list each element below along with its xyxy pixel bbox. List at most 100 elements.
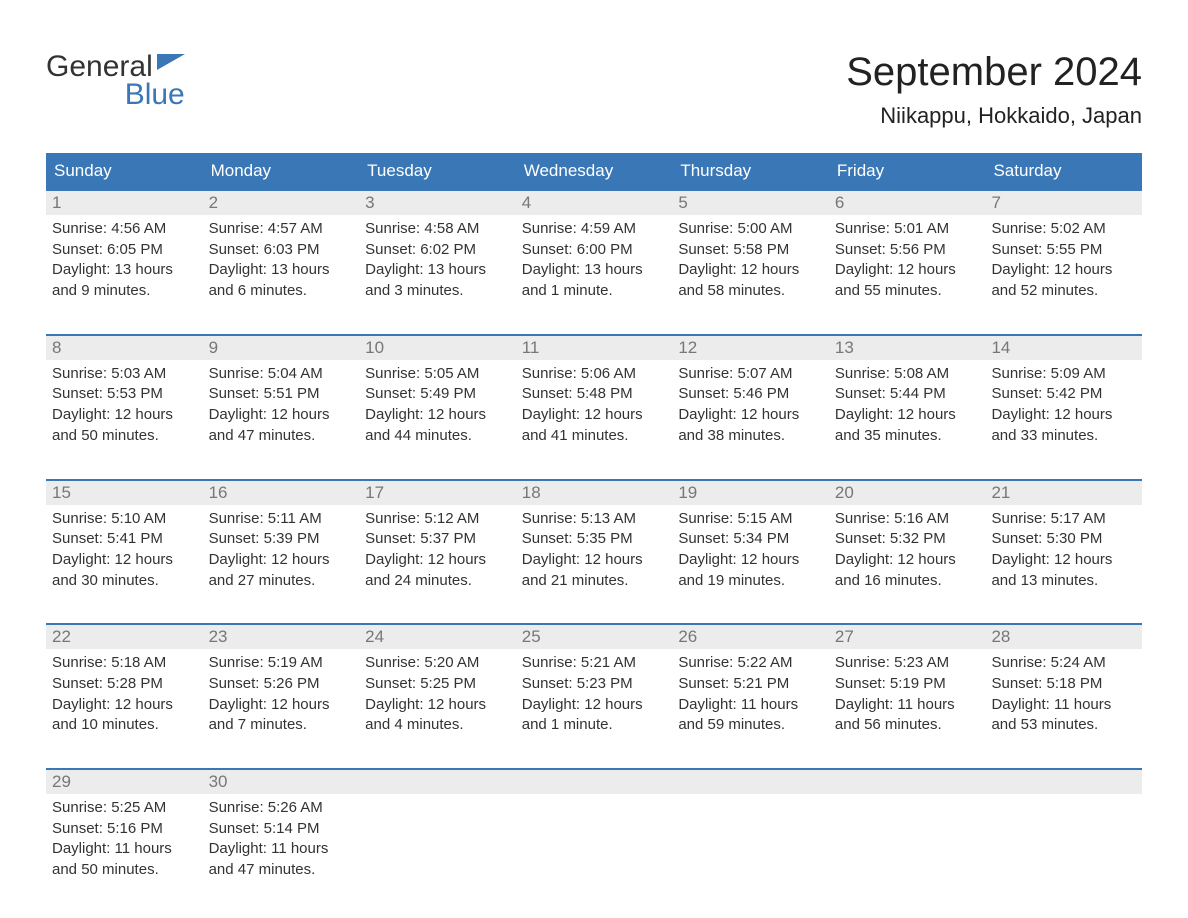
day-number-row: 30 — [203, 768, 360, 794]
day-body: Sunrise: 5:11 AMSunset: 5:39 PMDaylight:… — [203, 505, 360, 596]
calendar-week-row: 29Sunrise: 5:25 AMSunset: 5:16 PMDayligh… — [46, 768, 1142, 885]
daylight-text: Daylight: 12 hours and 19 minutes. — [678, 550, 823, 591]
day-number: 16 — [209, 483, 228, 502]
calendar-day-cell: 1Sunrise: 4:56 AMSunset: 6:05 PMDaylight… — [46, 189, 203, 306]
sunrise-text: Sunrise: 5:25 AM — [52, 798, 197, 819]
sunrise-text: Sunrise: 5:15 AM — [678, 509, 823, 530]
day-number-row: 24 — [359, 623, 516, 649]
day-number-row: 3 — [359, 189, 516, 215]
daylight-text: Daylight: 11 hours and 59 minutes. — [678, 695, 823, 736]
day-body: Sunrise: 5:13 AMSunset: 5:35 PMDaylight:… — [516, 505, 673, 596]
day-body: Sunrise: 5:07 AMSunset: 5:46 PMDaylight:… — [672, 360, 829, 451]
calendar-empty-cell — [516, 768, 673, 885]
day-body: Sunrise: 5:23 AMSunset: 5:19 PMDaylight:… — [829, 649, 986, 740]
day-number: 26 — [678, 627, 697, 646]
calendar-week-row: 22Sunrise: 5:18 AMSunset: 5:28 PMDayligh… — [46, 623, 1142, 740]
daylight-text: Daylight: 12 hours and 55 minutes. — [835, 260, 980, 301]
day-body: Sunrise: 4:58 AMSunset: 6:02 PMDaylight:… — [359, 215, 516, 306]
sunrise-text: Sunrise: 5:17 AM — [991, 509, 1136, 530]
calendar-day-cell: 29Sunrise: 5:25 AMSunset: 5:16 PMDayligh… — [46, 768, 203, 885]
sunrise-text: Sunrise: 5:21 AM — [522, 653, 667, 674]
day-number: 18 — [522, 483, 541, 502]
day-body: Sunrise: 5:20 AMSunset: 5:25 PMDaylight:… — [359, 649, 516, 740]
day-number-row: 19 — [672, 479, 829, 505]
day-body: Sunrise: 5:17 AMSunset: 5:30 PMDaylight:… — [985, 505, 1142, 596]
calendar-week-row: 1Sunrise: 4:56 AMSunset: 6:05 PMDaylight… — [46, 189, 1142, 306]
weekday-header: Sunday — [46, 153, 203, 189]
day-number: 2 — [209, 193, 218, 212]
day-body: Sunrise: 4:57 AMSunset: 6:03 PMDaylight:… — [203, 215, 360, 306]
sunset-text: Sunset: 6:05 PM — [52, 240, 197, 261]
sunrise-text: Sunrise: 5:08 AM — [835, 364, 980, 385]
calendar-day-cell: 11Sunrise: 5:06 AMSunset: 5:48 PMDayligh… — [516, 334, 673, 451]
day-number: 4 — [522, 193, 531, 212]
sunset-text: Sunset: 5:16 PM — [52, 819, 197, 840]
calendar-empty-cell — [672, 768, 829, 885]
day-number-row: 9 — [203, 334, 360, 360]
day-body: Sunrise: 5:05 AMSunset: 5:49 PMDaylight:… — [359, 360, 516, 451]
sunset-text: Sunset: 5:14 PM — [209, 819, 354, 840]
daylight-text: Daylight: 13 hours and 3 minutes. — [365, 260, 510, 301]
day-number-row: 16 — [203, 479, 360, 505]
calendar-day-cell: 5Sunrise: 5:00 AMSunset: 5:58 PMDaylight… — [672, 189, 829, 306]
logo-flag-icon — [157, 54, 185, 70]
day-number-row: 26 — [672, 623, 829, 649]
calendar-day-cell: 18 Sunrise: 5:13 AMSunset: 5:35 PMDayligh… — [516, 479, 673, 596]
day-number-row — [829, 768, 986, 794]
day-number-row: 18 — [516, 479, 673, 505]
calendar-day-cell: 17Sunrise: 5:12 AMSunset: 5:37 PMDayligh… — [359, 479, 516, 596]
day-number-row: 29 — [46, 768, 203, 794]
calendar-day-cell: 27Sunrise: 5:23 AMSunset: 5:19 PMDayligh… — [829, 623, 986, 740]
calendar-empty-cell — [985, 768, 1142, 885]
sunset-text: Sunset: 5:42 PM — [991, 384, 1136, 405]
day-number: 13 — [835, 338, 854, 357]
daylight-text: Daylight: 13 hours and 9 minutes. — [52, 260, 197, 301]
sunset-text: Sunset: 5:48 PM — [522, 384, 667, 405]
day-number-row: 11 — [516, 334, 673, 360]
day-number: 7 — [991, 193, 1000, 212]
day-number: 3 — [365, 193, 374, 212]
sunset-text: Sunset: 5:35 PM — [522, 529, 667, 550]
sunrise-text: Sunrise: 5:09 AM — [991, 364, 1136, 385]
daylight-text: Daylight: 12 hours and 58 minutes. — [678, 260, 823, 301]
sunrise-text: Sunrise: 5:11 AM — [209, 509, 354, 530]
calendar-day-cell: 20Sunrise: 5:16 AMSunset: 5:32 PMDayligh… — [829, 479, 986, 596]
calendar-week-row: 8 Sunrise: 5:03 AMSunset: 5:53 PMDaylight… — [46, 334, 1142, 451]
calendar-day-cell: 10Sunrise: 5:05 AMSunset: 5:49 PMDayligh… — [359, 334, 516, 451]
day-number-row: 21 — [985, 479, 1142, 505]
day-body: Sunrise: 5:02 AMSunset: 5:55 PMDaylight:… — [985, 215, 1142, 306]
daylight-text: Daylight: 13 hours and 1 minute. — [522, 260, 667, 301]
day-body: Sunrise: 5:25 AMSunset: 5:16 PMDaylight:… — [46, 794, 203, 885]
calendar-day-cell: 8 Sunrise: 5:03 AMSunset: 5:53 PMDaylight… — [46, 334, 203, 451]
day-body: Sunrise: 5:21 AMSunset: 5:23 PMDaylight:… — [516, 649, 673, 740]
day-number-row: 14 — [985, 334, 1142, 360]
sunset-text: Sunset: 6:03 PM — [209, 240, 354, 261]
day-number-row — [359, 768, 516, 794]
day-number: 11 — [522, 338, 540, 357]
sunset-text: Sunset: 5:30 PM — [991, 529, 1136, 550]
day-number: 8 — [52, 338, 61, 357]
weekday-header: Saturday — [985, 153, 1142, 189]
day-body: Sunrise: 5:03 AMSunset: 5:53 PMDaylight:… — [46, 360, 203, 451]
sunrise-text: Sunrise: 5:13 AM — [522, 509, 667, 530]
sunset-text: Sunset: 5:53 PM — [52, 384, 197, 405]
calendar-day-cell: 12Sunrise: 5:07 AMSunset: 5:46 PMDayligh… — [672, 334, 829, 451]
calendar-day-cell: 9Sunrise: 5:04 AMSunset: 5:51 PMDaylight… — [203, 334, 360, 451]
day-number: 17 — [365, 483, 384, 502]
day-number-row: 4 — [516, 189, 673, 215]
sunrise-text: Sunrise: 5:20 AM — [365, 653, 510, 674]
calendar-day-cell: 7 Sunrise: 5:02 AMSunset: 5:55 PMDaylight… — [985, 189, 1142, 306]
day-number-row — [985, 768, 1142, 794]
calendar-day-cell: 19Sunrise: 5:15 AMSunset: 5:34 PMDayligh… — [672, 479, 829, 596]
weekday-header: Thursday — [672, 153, 829, 189]
day-number-row — [672, 768, 829, 794]
logo-text-blue: Blue — [46, 78, 185, 112]
calendar: SundayMondayTuesdayWednesdayThursdayFrid… — [46, 153, 1142, 885]
day-number: 30 — [209, 772, 228, 791]
sunrise-text: Sunrise: 5:24 AM — [991, 653, 1136, 674]
calendar-day-cell: 3 Sunrise: 4:58 AMSunset: 6:02 PMDaylight… — [359, 189, 516, 306]
sunset-text: Sunset: 5:46 PM — [678, 384, 823, 405]
logo: General Blue — [46, 50, 185, 112]
weekday-header: Monday — [203, 153, 360, 189]
day-number-row: 23 — [203, 623, 360, 649]
